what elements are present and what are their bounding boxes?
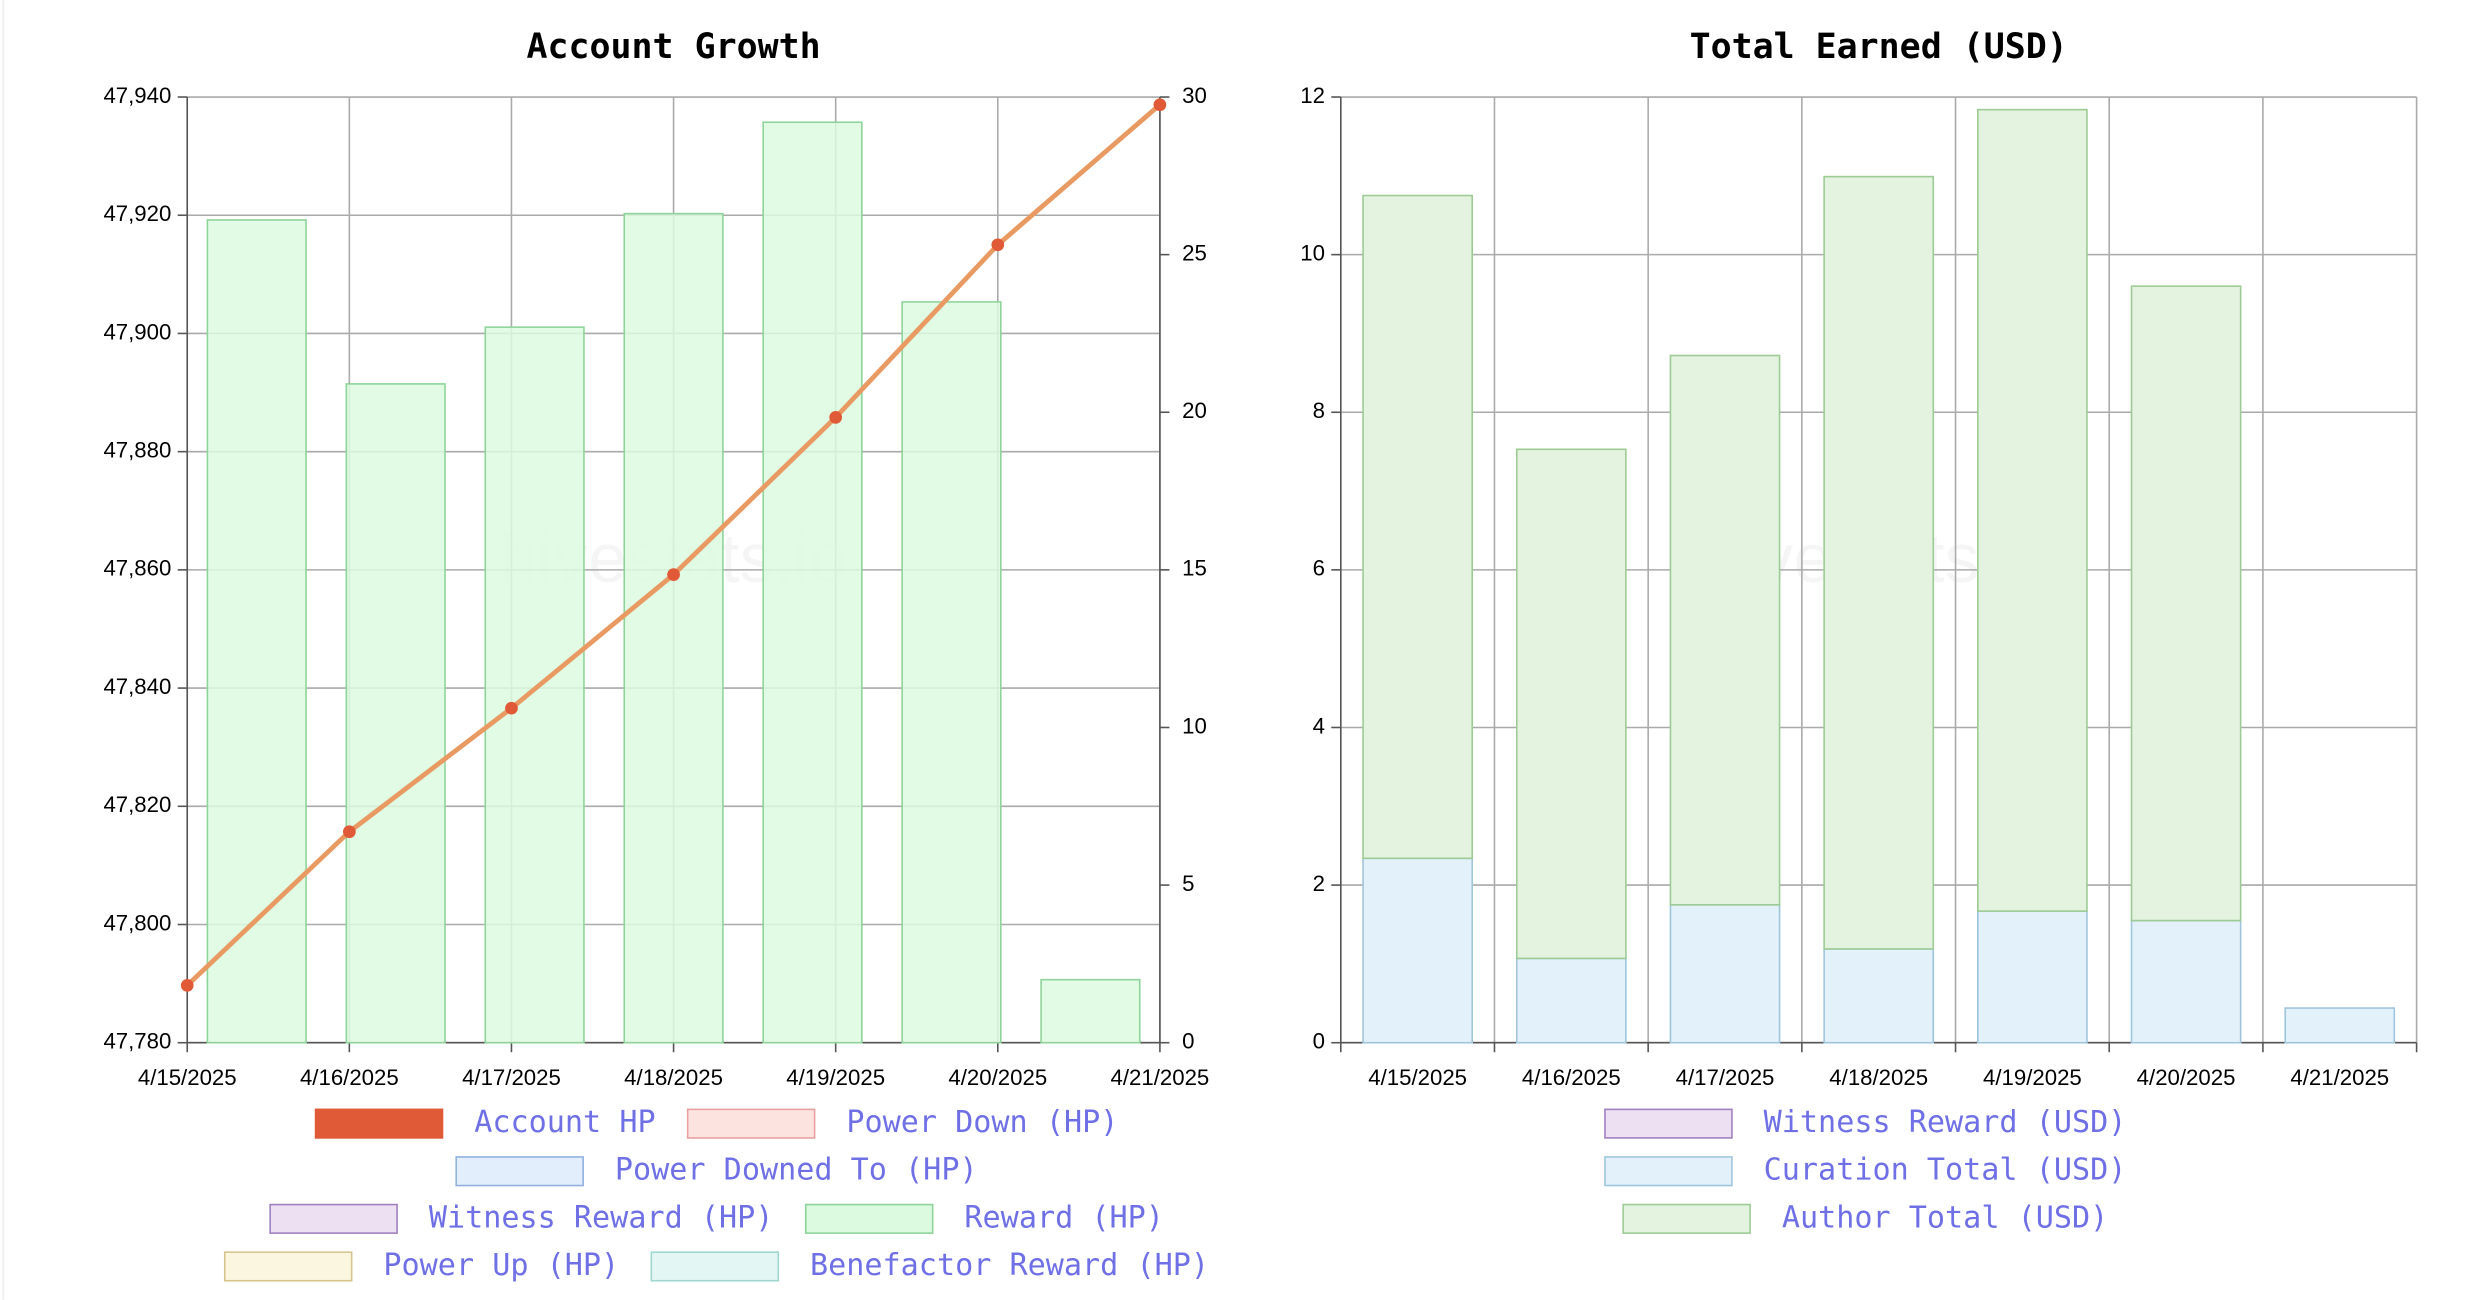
y-tick-label: 47,780 [103, 1029, 171, 1054]
x-tick-label: 4/15/2025 [1368, 1065, 1467, 1090]
legend-swatch [223, 1251, 353, 1282]
bar-segment [1669, 354, 1781, 906]
bar [345, 383, 446, 1044]
bar-segment [1362, 194, 1473, 860]
legend-label: Account HP [474, 1105, 655, 1140]
legend-label: Benefactor Reward (HP) [810, 1248, 1209, 1283]
x-tick-label: 4/19/2025 [1983, 1065, 2082, 1090]
x-tick-label: 4/20/2025 [2137, 1065, 2236, 1090]
bar [1040, 978, 1141, 1044]
x-tick-label: 4/21/2025 [1111, 1065, 1210, 1090]
legend-label: Power Downed To (HP) [615, 1153, 978, 1188]
y-tick-label: 47,880 [103, 438, 171, 463]
y-tick-label: 47,860 [103, 556, 171, 581]
y-tick-label: 47,940 [103, 83, 171, 108]
bar-segment [1823, 175, 1935, 950]
legend-label: Power Down (HP) [846, 1105, 1118, 1140]
y2-tick-label: 0 [1182, 1029, 1194, 1054]
x-tick-label: 4/15/2025 [138, 1065, 237, 1090]
legend-label: Curation Total (USD) [1764, 1153, 2127, 1188]
y-tick-label: 4 [1313, 713, 1325, 738]
x-tick-label: 4/20/2025 [948, 1065, 1047, 1090]
y-tick-label: 47,920 [103, 201, 171, 226]
x-tick-label: 4/21/2025 [2290, 1065, 2389, 1090]
y-tick-label: 8 [1313, 398, 1325, 423]
y-tick-label: 47,900 [103, 319, 171, 344]
y2-tick-label: 25 [1182, 240, 1207, 265]
bar [206, 219, 307, 1044]
legend-swatch [269, 1203, 398, 1234]
x-tick-label: 4/17/2025 [1676, 1065, 1775, 1090]
y-tick-label: 2 [1313, 871, 1325, 896]
bar-segment [2284, 1007, 2396, 1044]
legend-swatch [650, 1251, 780, 1282]
bar [623, 212, 724, 1044]
x-tick-label: 4/16/2025 [300, 1065, 399, 1090]
x-tick-label: 4/16/2025 [1522, 1065, 1621, 1090]
legend-swatch [314, 1108, 444, 1139]
x-tick-label: 4/19/2025 [786, 1065, 885, 1090]
y-tick-label: 6 [1313, 556, 1325, 581]
y2-tick-label: 15 [1182, 556, 1207, 581]
y-tick-label: 0 [1313, 1029, 1325, 1054]
x-tick-label: 4/18/2025 [624, 1065, 723, 1090]
point [180, 979, 194, 992]
bar [901, 301, 1002, 1044]
bar-segment [1669, 904, 1781, 1044]
legend-swatch [455, 1156, 584, 1187]
legend-label: Witness Reward (USD) [1764, 1105, 2127, 1140]
chart-title: Total Earned (USD) [1690, 27, 2068, 67]
point [342, 825, 356, 839]
x-tick-label: 4/18/2025 [1829, 1065, 1928, 1090]
point [667, 568, 680, 581]
legend-label: Power Up (HP) [383, 1248, 619, 1283]
bar [762, 121, 863, 1044]
legend-swatch [804, 1203, 934, 1234]
point [991, 238, 1005, 252]
bar-segment [1515, 448, 1627, 960]
point [1153, 98, 1167, 112]
legend-label: Witness Reward (HP) [429, 1200, 774, 1235]
y-tick-label: 47,840 [103, 674, 171, 699]
bar-segment [1823, 948, 1935, 1044]
bar-segment [1362, 857, 1473, 1044]
bar-segment [1977, 108, 2088, 912]
bar [484, 326, 585, 1044]
y-tick-label: 47,820 [103, 792, 171, 817]
y2-tick-label: 30 [1182, 83, 1207, 108]
legend-label: Author Total (USD) [1782, 1200, 2108, 1235]
y2-tick-label: 20 [1182, 398, 1207, 423]
point [829, 411, 843, 424]
y-tick-label: 47,800 [103, 910, 171, 935]
y2-tick-label: 5 [1182, 871, 1194, 896]
bar-segment [1515, 957, 1627, 1044]
y-tick-label: 10 [1300, 240, 1325, 265]
legend-swatch [1622, 1203, 1751, 1234]
legend-swatch [686, 1108, 816, 1139]
legend-swatch [1604, 1156, 1733, 1187]
bar-segment [1977, 910, 2088, 1044]
legend-label: Reward (HP) [964, 1200, 1164, 1235]
y2-tick-label: 10 [1182, 713, 1207, 738]
y-tick-label: 12 [1300, 83, 1325, 108]
legend-swatch [1604, 1108, 1733, 1139]
point [505, 701, 518, 715]
bar-segment [2130, 285, 2242, 922]
bar-segment [2130, 919, 2242, 1044]
chart-title: Account Growth [527, 27, 821, 67]
x-tick-label: 4/17/2025 [462, 1065, 561, 1090]
